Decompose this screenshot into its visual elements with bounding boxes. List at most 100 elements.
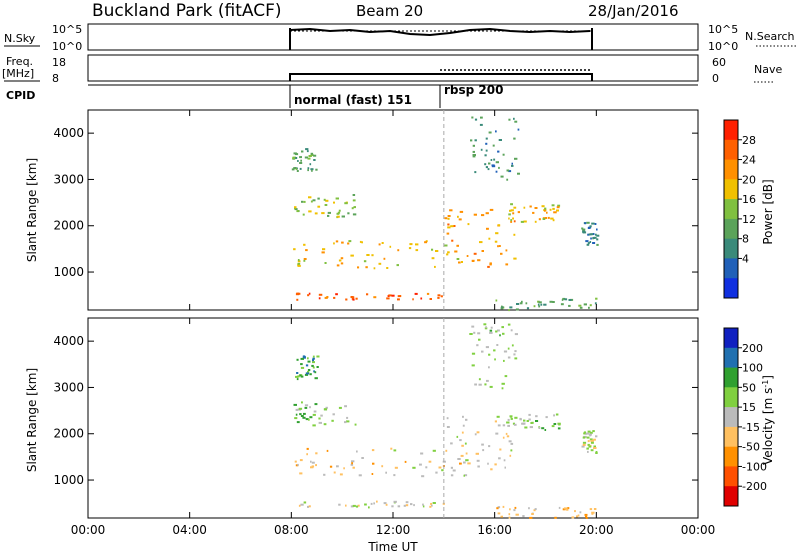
velocity-echo-cell — [429, 505, 432, 508]
velocity-echo-cell — [595, 452, 598, 454]
power-echo-cell — [347, 212, 350, 215]
velocity-colorbar-swatch — [724, 407, 738, 428]
power-colorbar-tick: 16 — [742, 193, 756, 206]
velocity-echo-cell — [593, 508, 597, 510]
velocity-colorbar-tick: 100 — [742, 362, 763, 375]
power-echo-cell — [340, 257, 344, 260]
power-echo-cell — [472, 144, 475, 147]
velocity-echo-cell — [478, 383, 482, 386]
velocity-echo-cell — [510, 329, 513, 332]
velocity-echo-cell — [534, 508, 537, 511]
velocity-colorbar-tick: -50 — [742, 441, 760, 454]
power-echo-cell — [587, 233, 590, 236]
power-echo-cell — [397, 249, 400, 252]
power-echo-cell — [495, 232, 499, 235]
power-colorbar-swatch — [724, 139, 738, 161]
velocity-echo-cell — [295, 408, 298, 411]
velocity-echo-cell — [507, 418, 510, 421]
power-echo-cell — [557, 204, 561, 207]
power-echo-cell — [472, 154, 476, 156]
power-echo-cell — [546, 211, 548, 214]
power-echo-cell — [397, 295, 402, 298]
velocity-echo-cell — [351, 460, 355, 463]
power-echo-cell — [295, 157, 298, 159]
velocity-echo-cell — [583, 432, 586, 435]
velocity-echo-cell — [587, 450, 589, 453]
power-echo-cell — [309, 163, 312, 166]
velocity-colorbar-tick: -200 — [742, 480, 767, 493]
velocity-echo-cell — [459, 462, 462, 465]
power-echo-cell — [327, 214, 330, 217]
velocity-echo-cell — [535, 415, 538, 418]
power-echo-cell — [454, 250, 458, 253]
velocity-colorbar-swatch — [724, 426, 738, 448]
beam-label: Beam 20 — [356, 2, 423, 20]
power-echo-cell — [431, 248, 434, 251]
velocity-echo-cell — [505, 432, 508, 435]
power-echo-cell — [579, 306, 583, 309]
velocity-echo-cell — [513, 423, 517, 426]
velocity-echo-cell — [587, 443, 590, 446]
power-colorbar-tick: 8 — [742, 233, 749, 246]
power-echo-cell — [447, 217, 450, 220]
velocity-echo-cell — [591, 511, 595, 514]
velocity-echo-cell — [372, 462, 375, 465]
power-echo-cell — [513, 257, 517, 260]
power-echo-cell — [293, 248, 296, 251]
velocity-echo-cell — [511, 344, 514, 347]
velocity-echo-cell — [333, 471, 336, 474]
velocity-echo-cell — [500, 515, 503, 518]
velocity-echo-cell — [373, 502, 375, 505]
power-echo-cell — [397, 298, 400, 301]
power-y-tick-label: 1000 — [53, 265, 84, 279]
velocity-colorbar-tick: 200 — [742, 342, 763, 355]
power-colorbar-tick: 20 — [742, 173, 756, 186]
power-echo-cell — [471, 116, 474, 119]
velocity-panel: 00:00 04:00 08:00 12:00 16:00 20:00 00:00 1000… — [25, 317, 775, 554]
velocity-echo-cell — [563, 507, 568, 510]
power-echo-cell — [568, 299, 572, 301]
power-echo-cell — [355, 297, 358, 300]
velocity-echo-cell — [496, 415, 500, 418]
velocity-echo-cell — [464, 442, 467, 445]
power-echo-cell — [538, 305, 541, 308]
velocity-echo-cell — [471, 352, 476, 355]
cpid-segment-normal: normal (fast) 151 — [294, 93, 412, 107]
power-echo-cell — [303, 243, 306, 246]
freq-label: Freq. — [6, 55, 33, 68]
power-echo-cell — [508, 213, 511, 216]
velocity-echo-cell — [346, 420, 350, 423]
velocity-colorbar-tick: -100 — [742, 460, 767, 473]
freq-tick-high: 18 — [52, 56, 66, 69]
power-echo-cell — [474, 171, 477, 174]
velocity-echo-cell — [476, 459, 480, 462]
power-echo-cell — [588, 233, 592, 236]
power-echo-cell — [308, 210, 312, 213]
power-echo-cell — [489, 263, 492, 266]
power-echo-cell — [588, 306, 590, 309]
velocity-echo-cell — [557, 427, 561, 430]
velocity-echo-cell — [474, 433, 477, 436]
velocity-echo-cell — [530, 422, 533, 424]
power-echo-cell — [453, 225, 456, 227]
power-echo-cell — [587, 242, 590, 245]
power-echo-cell — [552, 207, 555, 210]
velocity-echo-cell — [307, 360, 311, 363]
power-echo-cell — [429, 298, 432, 300]
power-echo-cell — [461, 261, 463, 263]
power-echo-cell — [485, 212, 489, 215]
power-echo-cell — [538, 301, 542, 304]
velocity-echo-cell — [295, 413, 298, 416]
velocity-echo-cell — [331, 419, 334, 422]
nsearch-tick-low: 10^0 — [708, 40, 738, 53]
velocity-echo-cell — [592, 430, 595, 433]
velocity-echo-cell — [589, 431, 593, 434]
power-echo-cell — [525, 302, 528, 305]
velocity-echo-cell — [586, 432, 590, 435]
power-echo-cell — [510, 219, 513, 222]
power-echo-cell — [352, 199, 356, 202]
velocity-echo-cell — [298, 504, 301, 507]
velocity-echo-cell — [484, 383, 487, 386]
velocity-echo-cell — [510, 417, 513, 420]
power-echo-cell — [312, 199, 316, 202]
